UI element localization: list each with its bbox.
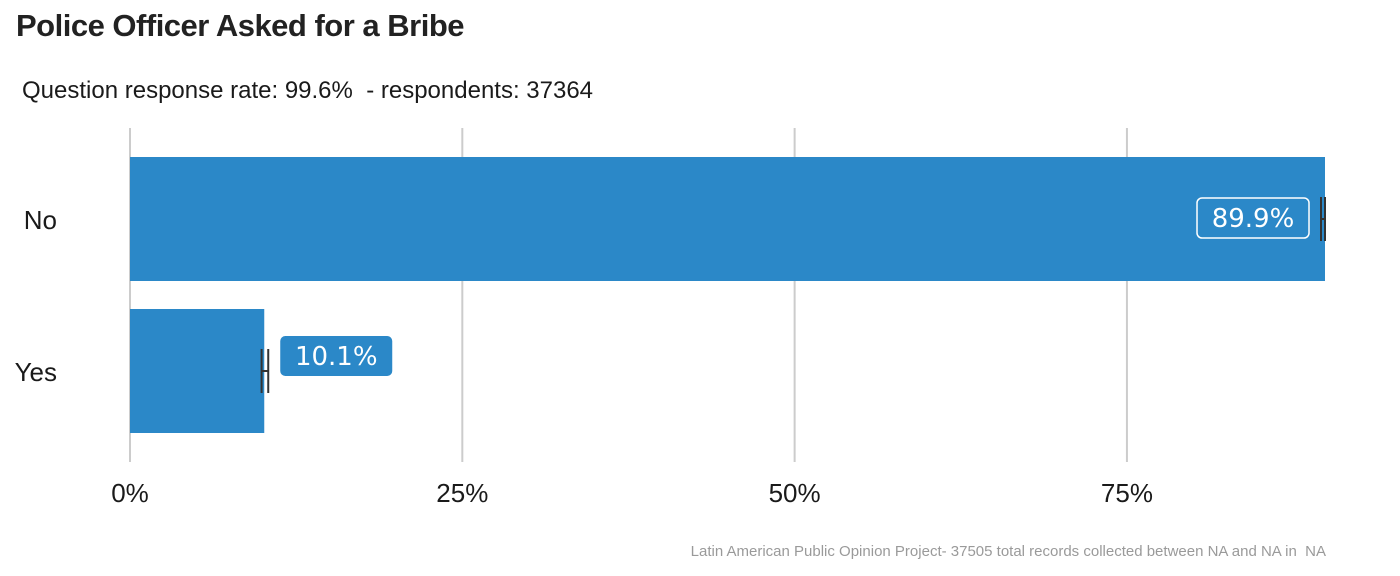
source-caption: Latin American Public Opinion Project- 3… [690,543,1326,560]
category-label: No [24,205,57,235]
x-tick-label: 50% [769,478,821,508]
data-label-text: 89.9% [1212,204,1295,234]
data-label: 89.9% [1196,197,1310,239]
x-tick-label: 25% [436,478,488,508]
x-tick-label: 75% [1101,478,1153,508]
error-bar [260,349,270,393]
data-label-text: 10.1% [295,342,378,372]
bar-yes [130,309,265,433]
data-label: 10.1% [280,336,393,376]
chart-title: Police Officer Asked for a Bribe [16,8,465,43]
chart-subtitle: Question response rate: 99.6% - responde… [22,77,594,104]
bars [130,157,1326,433]
category-label: Yes [15,357,57,387]
category-labels: No Yes [15,205,57,387]
x-tick-label: 0% [111,478,149,508]
bar-no [130,157,1325,281]
error-bar [1320,197,1326,241]
x-axis-ticks: 0% 25% 50% 75% [111,478,1153,508]
data-labels: 89.9% 10.1% [280,197,1310,376]
